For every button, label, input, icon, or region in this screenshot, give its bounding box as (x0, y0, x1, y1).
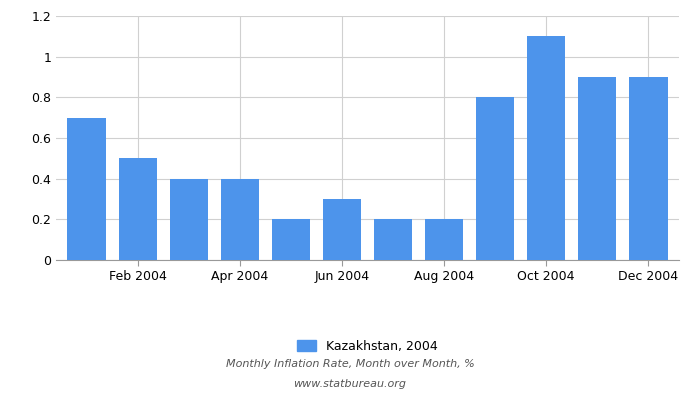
Bar (323, 199, 361, 260)
Text: Monthly Inflation Rate, Month over Month, %: Monthly Inflation Rate, Month over Month… (225, 359, 475, 369)
Text: www.statbureau.org: www.statbureau.org (293, 379, 407, 389)
Bar (272, 219, 310, 260)
Bar (118, 158, 157, 260)
Bar (425, 219, 463, 260)
Bar (527, 36, 566, 260)
Legend: Kazakhstan, 2004: Kazakhstan, 2004 (293, 334, 442, 358)
Bar (220, 179, 259, 260)
Bar (374, 219, 412, 260)
Bar (629, 77, 668, 260)
Bar (169, 179, 208, 260)
Bar (578, 77, 617, 260)
Bar (67, 118, 106, 260)
Bar (476, 97, 514, 260)
